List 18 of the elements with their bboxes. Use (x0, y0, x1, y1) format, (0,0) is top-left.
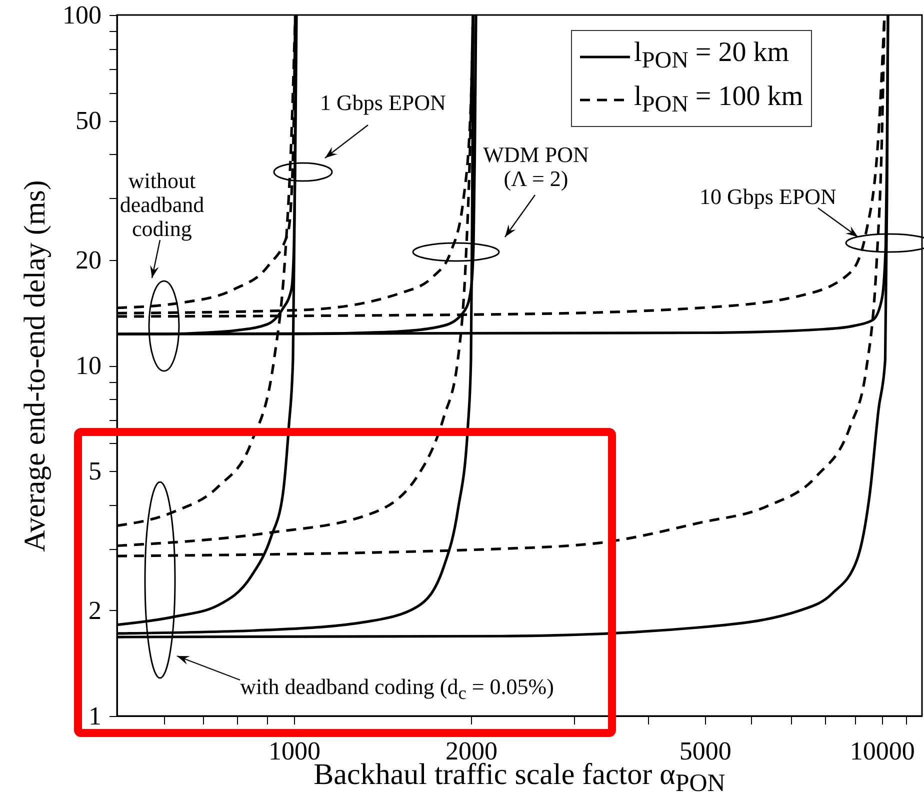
x-tick-label: 10000 (850, 736, 915, 766)
annotation: with deadband coding (d$_{c}$ = 0.05%) (240, 674, 554, 706)
annotation: WDM PON (Λ = 2) (483, 142, 589, 191)
legend-label: l$_{PON}$ = 100 km (634, 80, 803, 120)
y-tick-label: 2 (88, 596, 102, 625)
x-tick-label: 5000 (679, 736, 732, 766)
x-tick-label: 1000 (268, 736, 320, 766)
annotation: 10 Gbps EPON (700, 184, 836, 209)
legend-label: l$_{PON}$ = 20 km (634, 36, 789, 76)
y-tick-label: 5 (88, 456, 102, 486)
y-tick-label: 50 (76, 106, 102, 136)
y-axis-title: Average end-to-end delay (ms) (18, 180, 52, 552)
y-tick-label: 10 (76, 351, 102, 380)
y-tick-label: 20 (76, 245, 102, 274)
annotation: without deadband coding (118, 168, 206, 241)
y-tick-label: 1 (88, 702, 102, 730)
y-tick-label: 100 (62, 0, 102, 30)
annotation: 1 Gbps EPON (320, 90, 446, 115)
